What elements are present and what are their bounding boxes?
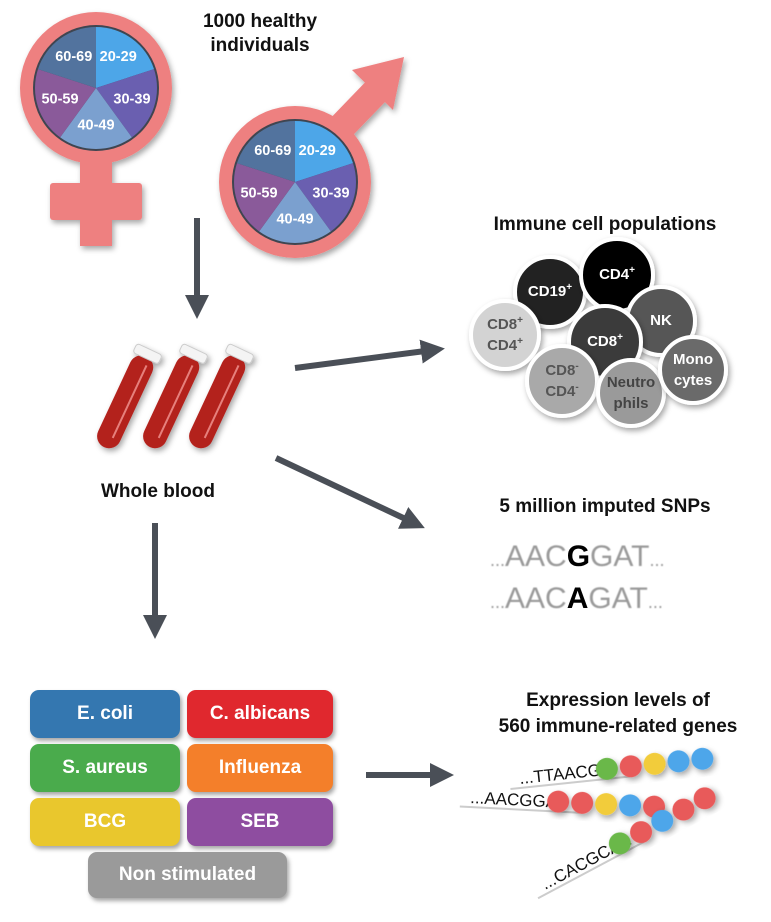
female-age-pie: 20-29 30-39 40-49 50-59 60-69 [33,25,159,151]
cell-cd19: CD19+ [513,255,587,329]
expression-bead [595,757,618,780]
cohort-title-line2: individuals [210,35,309,56]
expression-bead [547,790,570,813]
expression-sequence: ...AACGGAT [459,788,666,818]
expression-bead [595,793,618,816]
expression-bead [630,821,653,844]
age-label: 60-69 [55,49,92,65]
pie-slice-60-69 [236,121,295,182]
age-label: 40-49 [276,212,313,228]
expression-bead [672,798,695,821]
pie-slice-50-59 [234,163,295,232]
pie-slice-40-49 [259,182,331,243]
snp-sequence-2: ...AACAGAT... [490,582,663,615]
stimulus-non-stimulated: Non stimulated [88,852,287,898]
arrow-to-snps [274,455,425,529]
cell-cd4: CD4+ [579,237,655,313]
expression-bead [619,755,642,778]
expression-bead [691,747,714,770]
stimulus-c-albicans: C. albicans [187,690,333,738]
cell-nk: NK [625,285,697,357]
expression-bead [608,832,631,855]
age-label: 20-29 [299,143,336,159]
svg-text:cytes: cytes [674,372,712,389]
gene-expression-sequences: ...TTAACGG...AACGGAT...CACGCAA [459,747,716,900]
snp-sequence-1: ...AACGGAT... [490,540,665,573]
pie-slice-50-59 [34,69,96,138]
flow-arrows [143,218,454,787]
cell-cd8cd4: CD8+ CD4+ [469,299,541,371]
svg-text:CD4+: CD4+ [599,265,635,283]
svg-text:CD8+: CD8+ [587,332,623,350]
expression-bead [643,752,666,775]
pie-slice-20-29 [295,121,354,182]
expression-title-line2: 560 immune-related genes [499,716,738,737]
svg-text:CD4+: CD4+ [487,336,523,354]
svg-text:Neutro: Neutro [607,374,655,391]
stimulus-s-aureus: S. aureus [30,744,180,792]
whole-blood-label: Whole blood [101,481,215,502]
stimulus-bcg: BCG [30,798,180,846]
expression-bead [693,787,716,810]
cell-cd8cd4: CD8- CD4- [525,344,599,418]
pie-slice-30-39 [295,163,356,232]
age-label: 50-59 [41,92,78,108]
cell-neutrophils: Neutro phils [596,358,666,428]
svg-text:NK: NK [650,312,672,329]
expression-bead [619,794,642,817]
cell-monocytes: Mono cytes [658,335,728,405]
pie-slice-20-29 [96,27,155,88]
svg-text:CD19+: CD19+ [528,282,572,300]
arrow-to-cells [294,339,445,371]
age-label: 30-39 [113,92,150,108]
cells-title: Immune cell populations [494,214,717,235]
stimulus-e-coli: E. coli [30,690,180,738]
expression-sequence: ...TTAACGG [510,747,714,791]
pie-slice-40-49 [60,88,132,149]
expression-bead [571,791,594,814]
expression-bead [651,809,674,832]
age-label: 30-39 [312,186,349,202]
cohort-title-line1: 1000 healthy [203,11,317,32]
age-label: 60-69 [254,143,291,159]
age-label: 40-49 [77,118,114,134]
svg-text:CD8+: CD8+ [487,315,523,333]
snps-title: 5 million imputed SNPs [499,496,710,517]
svg-text:phils: phils [613,395,648,412]
expression-bead [667,750,690,773]
stimulus-influenza: Influenza [187,744,333,792]
age-label: 20-29 [100,49,137,65]
stimulus-seb: SEB [187,798,333,846]
svg-text:CD4-: CD4- [545,382,578,400]
expression-title-line1: Expression levels of [526,690,710,711]
male-age-pie: 20-29 30-39 40-49 50-59 60-69 [232,119,358,245]
svg-text:CD8-: CD8- [545,361,578,379]
pie-slice-30-39 [96,69,157,138]
immune-cells-cluster: CD19+ CD4+ NK CD8+ CD4+ CD8+ CD8- CD4- Neutro phi… [469,237,728,428]
age-label: 50-59 [240,186,277,202]
blood-tubes-icon [97,343,254,449]
pie-slice-60-69 [37,26,96,88]
svg-text:Mono: Mono [673,351,713,368]
